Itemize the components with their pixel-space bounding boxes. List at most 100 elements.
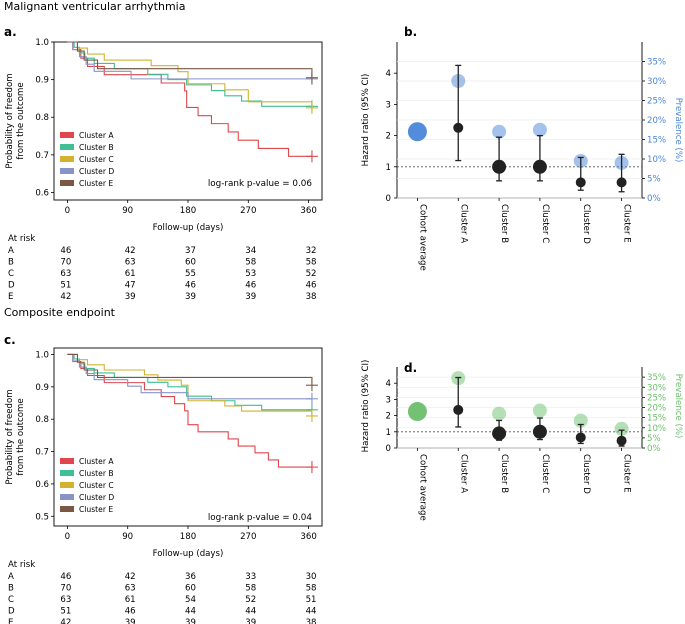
risk-value: 51 xyxy=(60,281,71,291)
forest-marks-d: 0 1 2 3 4 0%5%10%15%20%25%30%35% Cohort averag… xyxy=(386,371,666,521)
risk-value: 55 xyxy=(185,269,196,279)
x-axis-label-a: Follow-up (days) xyxy=(153,223,224,233)
y-axis-label-line1: Probability of freedom xyxy=(5,389,15,484)
risk-value: 44 xyxy=(306,607,317,617)
prevalence-marker xyxy=(407,402,427,422)
risk-value: 42 xyxy=(125,246,136,256)
y-tick-label: 1.0 xyxy=(35,38,49,48)
section-title-a: Malignant ventricular arrhythmia xyxy=(4,0,185,13)
risk-value: 39 xyxy=(185,292,196,302)
y-tick-label: 2 xyxy=(386,132,391,142)
risk-value: 52 xyxy=(245,595,256,605)
x-tick-label: 270 xyxy=(240,206,256,216)
panel-letter-c: c. xyxy=(4,333,16,347)
risk-header-c: At risk xyxy=(8,560,35,570)
x-ticks-a: 0 90 180 270 360 xyxy=(65,200,317,216)
y-tick-label: 0 xyxy=(386,444,391,454)
km-curve-cluster-e xyxy=(67,41,313,78)
y-tick-label: 0.6 xyxy=(35,480,49,490)
hazard-ratio-point xyxy=(532,424,547,439)
right-tick-label: 5% xyxy=(647,175,661,185)
risk-value: 46 xyxy=(60,572,71,582)
risk-row-label: A xyxy=(8,246,14,256)
x-tick-label: 180 xyxy=(180,206,196,216)
risk-row-label: D xyxy=(8,607,15,617)
logrank-annotation-c: log-rank p-value = 0.04 xyxy=(208,513,313,523)
legend-swatch xyxy=(60,144,74,150)
right-tick-label: 30% xyxy=(647,77,666,87)
risk-value: 58 xyxy=(306,258,317,268)
prevalence-marker xyxy=(614,421,629,436)
y-tick-label: 0.9 xyxy=(35,76,49,86)
risk-row-label: B xyxy=(8,584,14,594)
right-tick-label: 15% xyxy=(647,136,666,146)
category-label: Cluster E xyxy=(622,454,632,493)
hazard-ratio-point xyxy=(453,404,464,415)
y-tick-label: 0.6 xyxy=(35,188,49,198)
legend-label: Cluster B xyxy=(79,469,114,478)
right-axis-label-d: Prevalence (%) xyxy=(673,374,683,439)
x-ticks-c: 0 90 180 270 360 xyxy=(65,526,317,542)
risk-value: 51 xyxy=(60,607,71,617)
risk-value: 39 xyxy=(125,292,136,302)
legend-label: Cluster A xyxy=(79,131,114,140)
prevalence-marker xyxy=(492,406,507,421)
right-tick-label: 35% xyxy=(647,58,666,68)
hazard-ratio-point xyxy=(492,159,507,174)
survival-curves-a xyxy=(67,41,318,163)
category-label: Cluster D xyxy=(581,204,591,244)
hazard-ratio-point xyxy=(575,432,586,443)
hazard-ratio-point xyxy=(616,435,627,446)
legend-label: Cluster E xyxy=(79,179,113,188)
y-tick-label: 0.7 xyxy=(35,448,49,458)
category-label: Cluster B xyxy=(499,204,509,243)
x-tick-label: 360 xyxy=(300,532,316,542)
risk-value: 53 xyxy=(245,269,256,279)
right-tick-label: 15% xyxy=(647,414,666,424)
panel-d: d. 0 1 2 3 4 0%5%10%15%20%25%30%35% Cohort ave… xyxy=(361,360,683,521)
risk-value: 58 xyxy=(306,584,317,594)
y-axis-label-d: Hazard ratio (95% CI) xyxy=(361,360,371,453)
risk-value: 37 xyxy=(185,246,196,256)
prevalence-marker xyxy=(532,122,547,137)
legend-label: Cluster D xyxy=(79,167,114,176)
y-tick-label: 4 xyxy=(386,69,391,79)
km-curve-cluster-d xyxy=(67,353,312,400)
hazard-ratio-point xyxy=(575,177,586,188)
legend-label: Cluster A xyxy=(79,457,114,466)
x-tick-label: 180 xyxy=(180,532,196,542)
y-axis-label-line2: from the outcome xyxy=(16,82,26,159)
y-tick-label: 0.7 xyxy=(35,151,49,161)
hazard-ratio-point xyxy=(453,122,464,133)
risk-row-label: B xyxy=(8,258,14,268)
right-tick-label: 5% xyxy=(647,434,661,444)
risk-value: 58 xyxy=(245,584,256,594)
right-axis-label-b: Prevalence (%) xyxy=(673,98,683,163)
panel-c: Composite endpoint c. 0.5 0.6 0.7 0.8 0.9 1.0… xyxy=(4,306,323,624)
km-curve-cluster-e xyxy=(67,353,313,386)
y-tick-label: 1 xyxy=(386,163,391,173)
prevalence-marker xyxy=(407,122,427,142)
prevalence-marker xyxy=(532,403,547,418)
survival-curves-c xyxy=(67,353,318,474)
risk-value: 46 xyxy=(245,281,256,291)
risk-value: 63 xyxy=(60,269,71,279)
right-tick-label: 20% xyxy=(647,404,666,414)
legend-label: Cluster D xyxy=(79,493,114,502)
risk-value: 39 xyxy=(185,618,196,624)
x-tick-label: 0 xyxy=(65,532,70,542)
panel-letter-a: a. xyxy=(4,25,17,39)
logrank-annotation-a: log-rank p-value = 0.06 xyxy=(208,179,313,189)
y-tick-label: 1 xyxy=(386,428,391,438)
legend-c: Cluster A Cluster B Cluster C Cluster D Clus… xyxy=(60,457,114,514)
risk-value: 38 xyxy=(306,292,317,302)
legend-label: Cluster C xyxy=(79,155,114,164)
risk-value: 44 xyxy=(245,607,256,617)
y-tick-label: 3 xyxy=(386,395,391,405)
right-tick-label: 0% xyxy=(647,444,661,454)
y-ticks-a: 0.6 0.7 0.8 0.9 1.0 xyxy=(35,38,54,198)
y-axis-label-a: Probability of freedom from the outcome xyxy=(5,73,26,168)
risk-value: 63 xyxy=(125,584,136,594)
right-tick-label: 25% xyxy=(647,97,666,107)
